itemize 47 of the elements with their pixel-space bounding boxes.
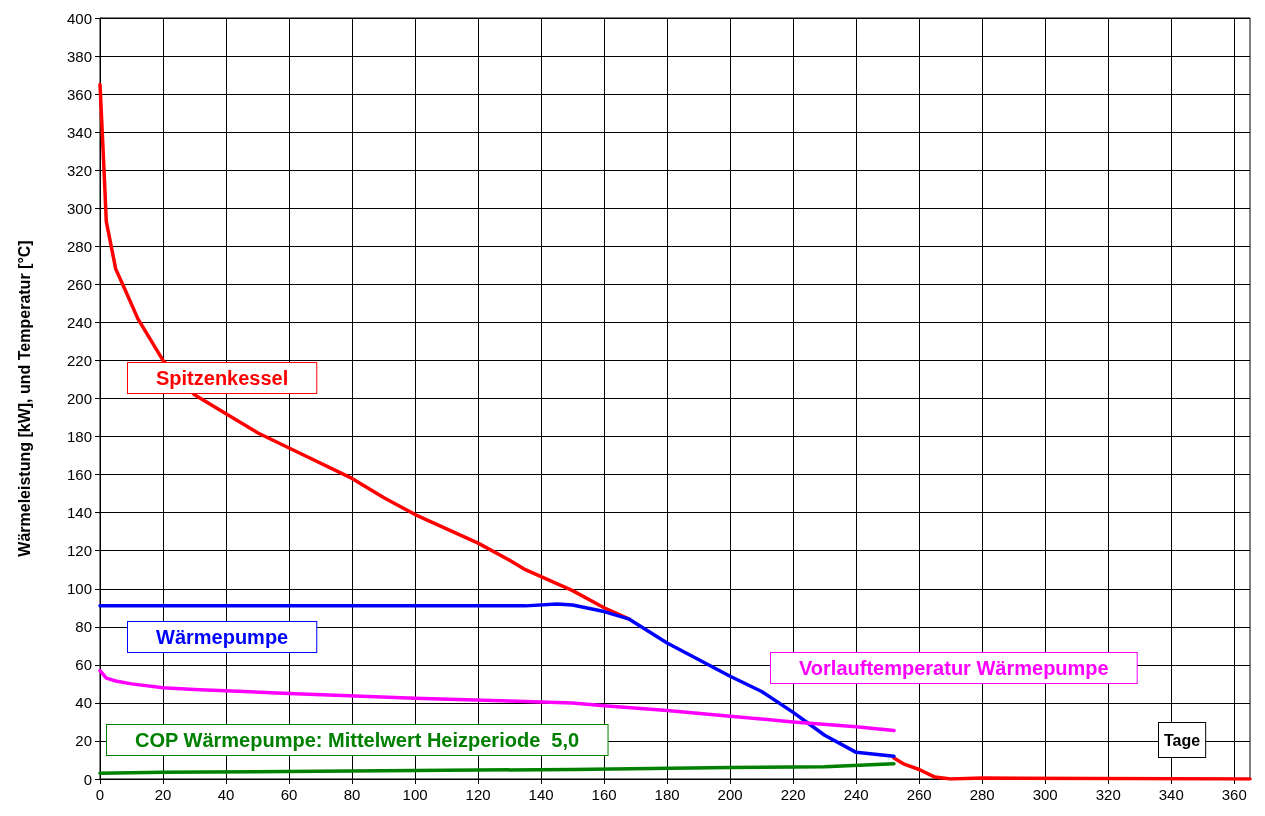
x-tick-label: 260 bbox=[906, 786, 932, 803]
y-tick-label: 140 bbox=[66, 504, 92, 522]
y-axis-title: Wärmeleistung [kW], und Temperatur [°C] bbox=[15, 240, 33, 557]
y-tick-label: 60 bbox=[75, 656, 92, 674]
text: Vorlauftemperatur Wärmepumpe bbox=[799, 657, 1109, 679]
y-tick-label: 160 bbox=[66, 466, 92, 484]
y-tick-label: 180 bbox=[66, 428, 92, 446]
y-tick-label: 260 bbox=[66, 275, 92, 293]
x-tick-label: 0 bbox=[95, 786, 105, 803]
y-tick-label: 20 bbox=[75, 732, 92, 750]
y-tick-label: 80 bbox=[75, 618, 92, 636]
x-tick-label: 340 bbox=[1158, 786, 1184, 803]
y-tick-label: 380 bbox=[66, 47, 92, 65]
x-tick-label: 200 bbox=[717, 786, 743, 803]
y-tick-label: 340 bbox=[66, 123, 92, 141]
x-tick-label: 320 bbox=[1095, 786, 1121, 803]
x-tick-label: 100 bbox=[402, 786, 428, 803]
y-tick-label: 40 bbox=[75, 694, 92, 712]
x-tick-label: 160 bbox=[591, 786, 617, 803]
y-tick-label: 360 bbox=[66, 85, 92, 103]
y-tick-label: 220 bbox=[66, 351, 92, 369]
series-label: COP Wärmepumpe: Mittelwert Heizperiode 5,0 bbox=[135, 729, 580, 751]
y-tick-label: 0 bbox=[83, 770, 92, 788]
y-tick-label: 300 bbox=[66, 199, 92, 217]
y-tick-label: 120 bbox=[66, 542, 92, 560]
x-tick-label: 40 bbox=[217, 786, 235, 803]
x-tick-label: 240 bbox=[843, 786, 869, 803]
x-tick-label: 120 bbox=[465, 786, 491, 803]
y-tick-label: 200 bbox=[66, 390, 92, 407]
series-label: Wärmepumpe bbox=[156, 626, 289, 648]
x-axis-title: Tage bbox=[1164, 731, 1201, 749]
y-tick-label: 320 bbox=[66, 161, 92, 179]
line-series bbox=[98, 762, 896, 776]
x-tick-label: 280 bbox=[969, 786, 995, 803]
y-tick-label: 240 bbox=[66, 313, 92, 331]
x-tick-label: 80 bbox=[343, 786, 361, 803]
x-tick-label: 180 bbox=[654, 786, 680, 803]
x-tick-label: 220 bbox=[780, 786, 806, 803]
y-tick-label: 100 bbox=[66, 580, 92, 598]
x-tick-label: 140 bbox=[528, 786, 554, 803]
series-label: Spitzenkessel bbox=[156, 367, 289, 389]
y-tick-label: 280 bbox=[66, 237, 92, 255]
x-tick-label: 300 bbox=[1032, 786, 1058, 803]
x-tick-label: 60 bbox=[280, 786, 298, 803]
x-tick-label: 20 bbox=[154, 786, 172, 803]
y-tick-label: 400 bbox=[66, 9, 92, 27]
x-tick-label: 360 bbox=[1221, 786, 1247, 803]
